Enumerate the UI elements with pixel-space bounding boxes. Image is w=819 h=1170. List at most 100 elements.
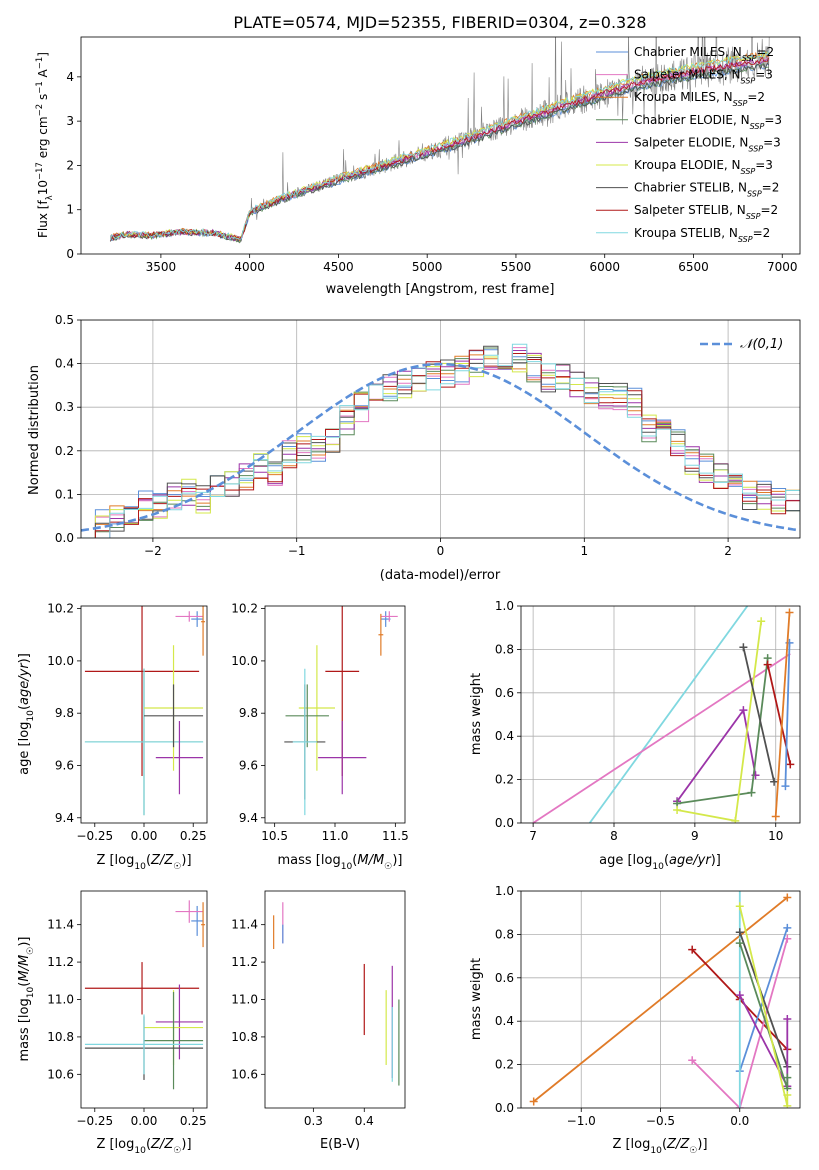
weight-marker <box>739 643 748 652</box>
weight-line-salpeter-miles <box>691 938 789 1108</box>
y-tick-label: 10.2 <box>231 602 258 616</box>
y-tick-label: 0.4 <box>495 729 514 743</box>
weight-marker <box>735 939 744 948</box>
weight-marker <box>735 991 744 1000</box>
weight-marker <box>739 706 748 715</box>
axes-weight-vs-age: 7 8 9 10 0.0 0.2 0.4 0.6 0.8 1.0 age [log10(age/yr… <box>469 599 801 872</box>
legend-entry: Chabrier STELIB, NSSP=2 <box>634 181 779 199</box>
y-tick-label: 1.0 <box>495 599 514 613</box>
weight-line-kroupa-elodie <box>676 621 763 822</box>
x-axis-label: Z [log10(Z/Z☉)] <box>96 853 191 872</box>
x-tick-label: −1.0 <box>567 1114 596 1128</box>
plot-area-weight-vs-Z <box>521 891 800 1108</box>
y-tick-label: 10.6 <box>231 1067 258 1081</box>
x-tick-label: 0.00 <box>131 1114 158 1128</box>
plot-area-age-vs-Z <box>84 606 206 816</box>
y-tick-label: 10.8 <box>47 1030 74 1044</box>
histogram-salpeter-stelib <box>81 349 800 538</box>
y-tick-label: 10.6 <box>47 1067 74 1081</box>
y-tick-label: 10.0 <box>231 654 258 668</box>
plot-area-weight-vs-age <box>521 606 800 823</box>
y-tick-label: 4 <box>66 70 74 84</box>
y-tick-label: 0.8 <box>495 927 514 941</box>
x-tick-label: 1 <box>580 544 588 558</box>
axes-frame <box>80 890 208 1109</box>
x-axis-label: E(B-V) <box>320 1137 360 1152</box>
axes-age-vs-mass: 10.5 11.0 11.5 9.4 9.6 9.8 10.0 10.2 mass [log10… <box>231 602 408 872</box>
y-tick-label: 11.2 <box>231 955 258 969</box>
y-tick-label: 11.4 <box>231 918 258 932</box>
weight-marker <box>783 1101 792 1108</box>
weight-marker <box>783 1073 792 1082</box>
legend-entry: Chabrier ELODIE, NSSP=3 <box>634 113 782 131</box>
ticks-age-vs-mass: 10.5 11.0 11.5 9.4 9.6 9.8 10.0 10.2 <box>231 602 408 843</box>
weight-marker <box>783 923 792 932</box>
axes-frame <box>264 605 406 824</box>
y-tick-label: 0.4 <box>55 357 74 371</box>
x-tick-label: 10.5 <box>261 829 288 843</box>
legend-entry: Kroupa STELIB, NSSP=2 <box>634 226 770 244</box>
y-tick-label: 9.6 <box>239 758 258 772</box>
x-tick-label: 6000 <box>589 260 620 274</box>
ticks-weight-vs-age: 7 8 9 10 0.0 0.2 0.4 0.6 0.8 1.0 <box>495 599 783 843</box>
legend-entry: Salpeter MILES, NSSP=3 <box>634 68 773 86</box>
y-axis-label: Flux [fλ10−17 erg cm−2 s−1 A−1] <box>35 52 55 238</box>
x-tick-label: 0.0 <box>730 1114 749 1128</box>
plot-area-residuals <box>81 320 800 538</box>
histogram-chabrier-stelib <box>81 345 800 538</box>
y-tick-label: 0.3 <box>55 400 74 414</box>
x-tick-label: 0.25 <box>180 829 207 843</box>
weight-marker <box>783 893 792 902</box>
weight-line-kroupa-stelib <box>588 606 749 823</box>
plot-area-mass-vs-EBV <box>273 902 400 1086</box>
weight-marker <box>673 805 682 814</box>
y-tick-label: 0.0 <box>495 1101 514 1115</box>
y-tick-label: 0.2 <box>495 773 514 787</box>
x-tick-label: 5500 <box>501 260 532 274</box>
x-tick-label: 0.00 <box>131 829 158 843</box>
histogram-chabrier-miles <box>81 349 800 538</box>
y-tick-label: 0.0 <box>55 531 74 545</box>
ticks-spectrum: 3500 4000 4500 5000 5500 6000 6500 7000 0 1 2 3 4 <box>66 70 797 274</box>
axes-frame <box>520 890 801 1109</box>
x-axis-label: Z [log10(Z/Z☉)] <box>96 1137 191 1156</box>
model-spectrum-salpeter-stelib <box>109 56 769 242</box>
x-tick-label: −0.5 <box>646 1114 675 1128</box>
weight-marker <box>735 902 744 911</box>
y-tick-label: 0.2 <box>495 1058 514 1072</box>
y-tick-label: 9.8 <box>239 706 258 720</box>
y-tick-label: 1.0 <box>495 884 514 898</box>
axes-frame <box>80 319 801 539</box>
x-tick-label: 0 <box>437 544 445 558</box>
y-axis-label: mass [log10(M/M☉)] <box>17 937 36 1062</box>
axes-weight-vs-Z: −1.0 −0.5 0.0 0.0 0.2 0.4 0.6 0.8 1.0 Z [log10(Z/… <box>469 884 801 1156</box>
y-tick-label: 11.2 <box>47 955 74 969</box>
weight-marker <box>785 608 794 617</box>
axes-mass-vs-EBV: 0.3 0.4 10.6 10.8 11.0 11.2 11.4 E(B-V) <box>231 890 406 1152</box>
x-axis-label: (data-model)/error <box>380 568 501 583</box>
weight-marker <box>783 1015 792 1024</box>
weight-marker <box>783 1090 792 1099</box>
histogram-kroupa-elodie <box>81 354 800 538</box>
weight-marker <box>786 760 795 769</box>
y-tick-label: 0.1 <box>55 487 74 501</box>
x-tick-label: 4500 <box>323 260 354 274</box>
x-tick-label: 8 <box>610 829 618 843</box>
y-tick-label: 9.4 <box>55 811 74 825</box>
weight-line-chabrier-stelib <box>738 931 789 1068</box>
x-tick-label: −1 <box>288 544 306 558</box>
x-tick-label: 10 <box>768 829 783 843</box>
y-tick-label: 11.4 <box>47 918 74 932</box>
x-tick-label: 2 <box>724 544 732 558</box>
ticks-age-vs-Z: −0.25 0.00 0.25 9.4 9.6 9.8 10.0 10.2 <box>47 602 206 843</box>
normal-reference-curve <box>81 362 800 532</box>
weight-marker <box>757 617 766 626</box>
y-tick-label: 0.6 <box>495 971 514 985</box>
y-tick-label: 0.6 <box>495 686 514 700</box>
weight-line-chabrier-stelib <box>742 646 775 783</box>
weight-marker <box>747 788 756 797</box>
ticks-weight-vs-Z: −1.0 −0.5 0.0 0.0 0.2 0.4 0.6 0.8 1.0 <box>495 884 749 1128</box>
weight-marker <box>735 928 744 937</box>
y-tick-label: 0.5 <box>55 313 74 327</box>
